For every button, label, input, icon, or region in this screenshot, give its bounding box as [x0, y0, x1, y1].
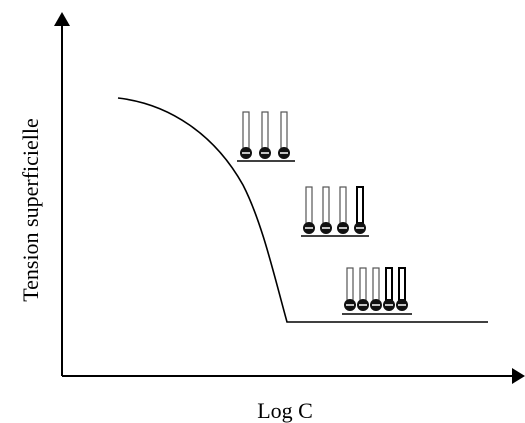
tail — [305, 186, 313, 224]
surfactant-groups — [237, 111, 412, 315]
tail — [385, 267, 393, 301]
tail — [261, 111, 269, 149]
tail — [339, 186, 347, 224]
tail — [372, 267, 380, 301]
tail — [242, 111, 250, 149]
tail — [356, 186, 364, 224]
curve — [117, 97, 488, 323]
x-axis-arrow — [512, 368, 525, 384]
tail — [280, 111, 288, 149]
tail — [322, 186, 330, 224]
x-axis-label: Log C — [257, 398, 313, 423]
y-axis-arrow — [54, 12, 70, 26]
tail — [359, 267, 367, 301]
tail — [398, 267, 406, 301]
tail — [346, 267, 354, 301]
y-axis-label: Tension superficielle — [18, 118, 43, 302]
